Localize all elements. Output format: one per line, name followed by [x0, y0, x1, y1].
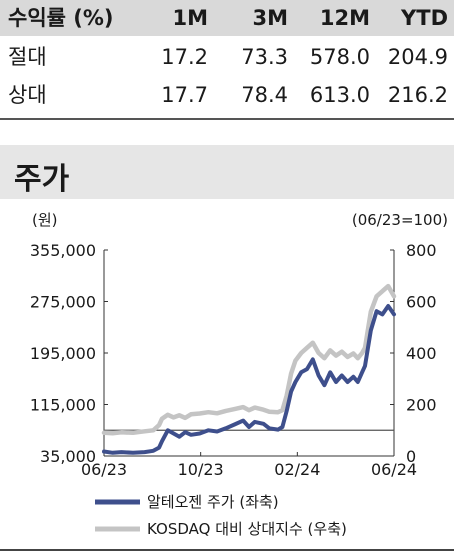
left-tick-label: 35,000: [40, 447, 96, 466]
returns-cell-1m: 17.7: [161, 83, 208, 107]
returns-row-relative: 상대 17.7 78.4 613.0 216.2: [0, 76, 454, 116]
x-tick-label: 06/24: [371, 460, 417, 479]
returns-header-1m: 1M: [172, 6, 208, 30]
section-header: 주가: [0, 145, 454, 199]
legend-label-price: 알테오젠 주가 (좌축): [147, 493, 279, 511]
right-tick-label: 600: [406, 293, 437, 312]
left-axis-unit: (원): [32, 211, 58, 229]
section-title: 주가: [14, 162, 70, 197]
returns-cell-12m: 578.0: [309, 45, 370, 69]
returns-header-3m: 3M: [252, 6, 288, 30]
returns-cell-ytd: 216.2: [387, 83, 448, 107]
series-line-price: [102, 304, 396, 455]
returns-header-12m: 12M: [319, 6, 370, 30]
x-tick-label: 06/23: [81, 460, 127, 479]
series-layer: [101, 283, 397, 455]
returns-cell-3m: 78.4: [241, 83, 288, 107]
series-line-relative: [101, 283, 397, 436]
returns-row-absolute: 절대 17.2 73.3 578.0 204.9: [0, 38, 454, 78]
returns-cell-12m: 613.0: [309, 83, 370, 107]
returns-cell-ytd: 204.9: [387, 45, 448, 69]
right-tick-label: 400: [406, 344, 437, 363]
legend: 알테오젠 주가 (좌축) KOSDAQ 대비 상대지수 (우축): [95, 493, 347, 538]
left-tick-label: 195,000: [30, 344, 96, 363]
returns-row-label: 절대: [8, 45, 47, 69]
stock-price-chart: (원) (06/23=100) 355,000 275,000 195,000 115…: [30, 211, 448, 538]
returns-cell-3m: 73.3: [241, 45, 288, 69]
right-axis-unit: (06/23=100): [352, 211, 448, 229]
returns-bottom-rule: [0, 118, 454, 120]
returns-row-label: 상대: [8, 83, 47, 107]
right-tick-label: 0: [406, 447, 416, 466]
right-tick-label: 200: [406, 396, 437, 415]
returns-header-row: 수익률 (%) 1M 3M 12M YTD: [0, 0, 454, 36]
axes: 355,000 275,000 195,000 115,000 35,000 800 600…: [30, 241, 437, 479]
x-tick-label: 02/24: [274, 460, 320, 479]
returns-header-ytd: YTD: [401, 6, 448, 30]
left-tick-label: 355,000: [30, 241, 96, 260]
legend-label-relative: KOSDAQ 대비 상대지수 (우축): [147, 520, 347, 538]
returns-cell-1m: 17.2: [161, 45, 208, 69]
right-tick-label: 800: [406, 241, 437, 260]
x-tick-label: 10/23: [178, 460, 224, 479]
bottom-rule: [0, 549, 454, 551]
left-tick-label: 115,000: [30, 396, 96, 415]
returns-header-label: 수익률 (%): [8, 6, 114, 30]
left-tick-label: 275,000: [30, 293, 96, 312]
